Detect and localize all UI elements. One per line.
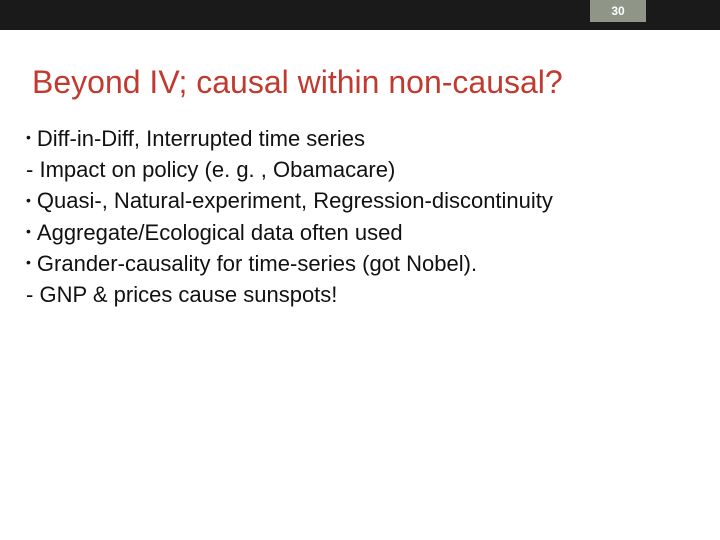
dash-prefix: -	[26, 282, 33, 307]
body-text: Aggregate/Ecological data often used	[37, 220, 403, 245]
bullet-icon: •	[26, 191, 31, 211]
slide-body: • Diff-in-Diff, Interrupted time series -…	[26, 123, 690, 310]
page-number: 30	[611, 4, 624, 18]
body-text: Impact on policy (e. g. , Obamacare)	[39, 157, 395, 182]
body-text: Quasi-, Natural-experiment, Regression-d…	[37, 188, 553, 213]
bullet-icon: •	[26, 253, 31, 273]
body-text: Grander-causality for time-series (got N…	[37, 251, 477, 276]
body-line: • Diff-in-Diff, Interrupted time series	[26, 123, 690, 154]
top-bar: 30	[0, 0, 720, 30]
body-line: • Quasi-, Natural-experiment, Regression-…	[26, 185, 690, 216]
slide: 30 Beyond IV; causal within non-causal? …	[0, 0, 720, 540]
body-text: Diff-in-Diff, Interrupted time series	[37, 126, 365, 151]
body-line: • Grander-causality for time-series (got …	[26, 248, 690, 279]
slide-title: Beyond IV; causal within non-causal?	[32, 64, 688, 101]
body-line: • Aggregate/Ecological data often used	[26, 217, 690, 248]
dash-prefix: -	[26, 157, 33, 182]
body-line: - GNP & prices cause sunspots!	[26, 279, 690, 310]
page-number-badge: 30	[590, 0, 646, 22]
body-line: - Impact on policy (e. g. , Obamacare)	[26, 154, 690, 185]
body-text: GNP & prices cause sunspots!	[39, 282, 337, 307]
bullet-icon: •	[26, 128, 31, 148]
bullet-icon: •	[26, 222, 31, 242]
